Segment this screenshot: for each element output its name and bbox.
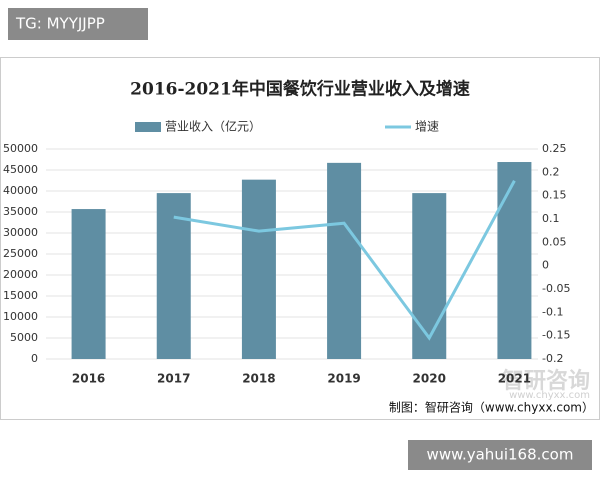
y2-tick-label: 0.2 [542,165,560,178]
legend-label: 营业收入（亿元） [165,119,261,134]
watermark-url: www.chyxx.com [509,390,590,401]
bar [156,193,191,359]
legend-label: 增速 [415,120,439,134]
x-tick-label: 2018 [242,372,275,386]
source: 制图：智研咨询（www.chyxx.com） [389,400,594,415]
y-tick-label: 45000 [3,163,38,176]
y-tick-label: 30000 [3,226,38,239]
y2-tick-label: -0.05 [542,282,570,295]
y2-tick-label: 0.25 [542,142,567,155]
legend-swatch [135,122,161,132]
y2-tick-label: 0.1 [542,212,560,225]
line [173,180,516,341]
tag: TG: MYYJJPP [15,15,105,33]
bar [412,193,447,359]
x-tick-label: 2020 [413,372,446,386]
site-box [408,440,592,470]
y2-tick-label: 0.05 [542,235,567,248]
y-tick-label: 0 [31,352,38,365]
y-tick-label: 50000 [3,142,38,155]
bar [71,209,106,359]
y-tick-label: 20000 [3,268,38,281]
y-tick-label: 35000 [3,205,38,218]
x-tick-label: 2017 [157,372,190,386]
tag-box [8,8,148,40]
site: www.yahui168.com [427,446,574,464]
y-tick-label: 10000 [3,310,38,323]
y2-tick-label: 0.15 [542,189,567,202]
watermark: 智研咨询 [502,368,590,394]
y-tick-label: 40000 [3,184,38,197]
y2-tick-label: -0.1 [542,305,563,318]
y-tick-label: 25000 [3,247,38,260]
bar [241,179,276,359]
x-tick-label: 2021 [498,372,531,386]
x-tick-label: 2019 [327,372,360,386]
bar [497,162,532,359]
y2-tick-label: -0.15 [542,329,570,342]
chart-title: 2016-2021年中国餐饮行业营业收入及增速 [130,79,470,100]
y-tick-label: 5000 [10,331,38,344]
bar [327,162,362,359]
x-tick-label: 2016 [72,372,105,386]
y2-tick-label: 0 [542,259,549,272]
y2-tick-label: -0.2 [542,352,563,365]
y-tick-label: 15000 [3,289,38,302]
